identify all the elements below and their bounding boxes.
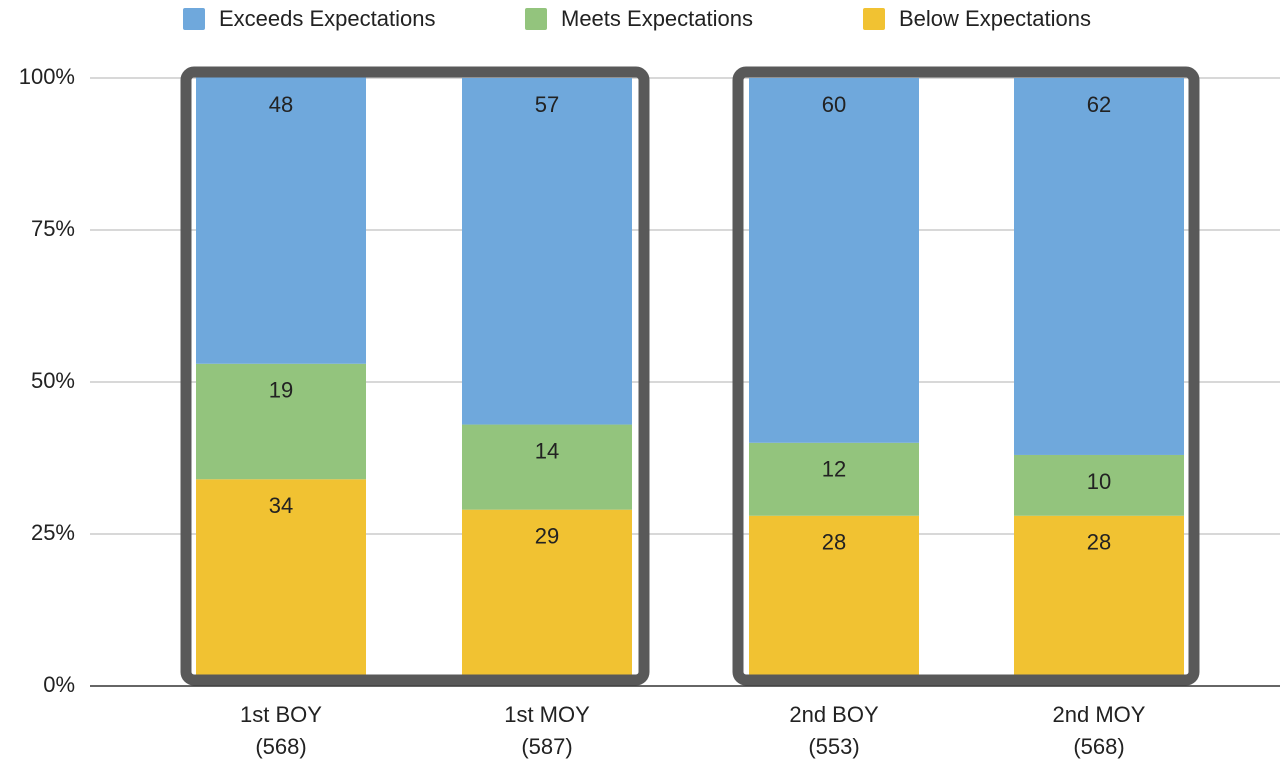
data-label: 14 (535, 438, 559, 463)
x-tick-label: 2nd BOY (789, 702, 879, 727)
y-tick-label: 0% (43, 672, 75, 697)
y-tick-label: 75% (31, 216, 75, 241)
data-label: 57 (535, 92, 559, 117)
x-tick-label: 1st BOY (240, 702, 322, 727)
bar-segment (749, 515, 919, 686)
bar-segment (462, 424, 632, 510)
y-tick-label: 100% (19, 64, 75, 89)
data-label: 12 (822, 457, 846, 482)
group-frame (180, 66, 650, 686)
x-tick-label: (568) (255, 734, 306, 759)
bar-segment (196, 363, 366, 480)
bar-segment (1014, 515, 1184, 686)
legend-label: Exceeds Expectations (219, 6, 435, 31)
x-tick-label: 1st MOY (504, 702, 590, 727)
bar-segment (462, 78, 632, 425)
legend-swatch (525, 8, 547, 30)
x-tick-label: (587) (521, 734, 572, 759)
bar-segment (196, 479, 366, 686)
data-label: 60 (822, 92, 846, 117)
data-label: 62 (1087, 92, 1111, 117)
y-tick-label: 50% (31, 368, 75, 393)
bar-segment (749, 442, 919, 516)
data-label: 28 (822, 530, 846, 555)
data-label: 19 (269, 378, 293, 403)
data-label: 34 (269, 493, 293, 518)
data-label: 28 (1087, 530, 1111, 555)
data-label: 48 (269, 92, 293, 117)
legend-label: Below Expectations (899, 6, 1091, 31)
legend-label: Meets Expectations (561, 6, 753, 31)
data-label: 29 (535, 523, 559, 548)
bar-segment (749, 78, 919, 443)
legend-swatch (183, 8, 205, 30)
bar-segment (462, 509, 632, 686)
bar-segment (1014, 78, 1184, 455)
x-tick-label: (568) (1073, 734, 1124, 759)
data-label: 10 (1087, 469, 1111, 494)
group-frame (732, 66, 1200, 686)
y-tick-label: 25% (31, 520, 75, 545)
bar-segment (1014, 454, 1184, 516)
legend-swatch (863, 8, 885, 30)
bar-segment (196, 71, 366, 364)
x-tick-label: (553) (808, 734, 859, 759)
x-tick-label: 2nd MOY (1053, 702, 1146, 727)
